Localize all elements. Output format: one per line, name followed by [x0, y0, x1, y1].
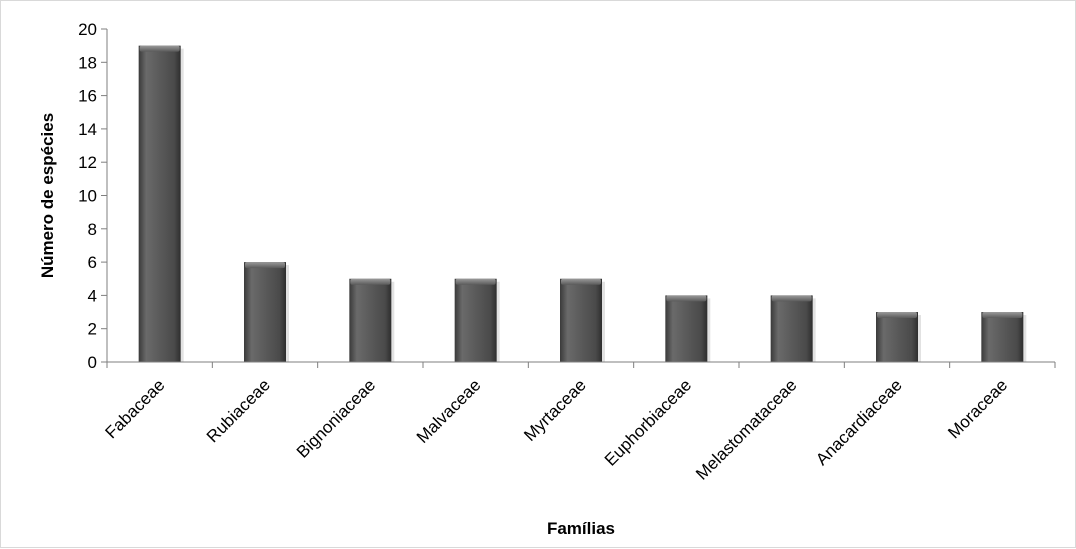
- y-tick-label: 2: [88, 320, 97, 339]
- bar: [138, 45, 181, 363]
- bar: [665, 295, 708, 362]
- bar-cap: [877, 312, 917, 319]
- bar-cap: [666, 295, 707, 302]
- x-tick-label: Rubiaceae: [203, 375, 274, 446]
- y-tick-label: 4: [88, 286, 97, 305]
- y-tick-label: 16: [78, 87, 97, 106]
- y-tick-label: 20: [78, 20, 97, 39]
- x-axis-title: Famílias: [547, 519, 615, 538]
- x-tick-label: Myrtaceae: [520, 375, 590, 445]
- bar-cap: [561, 278, 601, 285]
- y-tick-label: 8: [88, 220, 97, 239]
- bar: [770, 295, 813, 362]
- bar: [560, 278, 602, 362]
- y-tick-label: 12: [78, 153, 97, 172]
- bar: [454, 278, 497, 362]
- x-tick-label: Bignoniaceae: [293, 375, 379, 461]
- bar: [244, 262, 286, 362]
- bar: [876, 312, 918, 362]
- bar: [349, 278, 392, 362]
- y-tick-label: 10: [78, 187, 97, 206]
- x-tick-label: Anacardiaceae: [812, 375, 906, 469]
- bar-cap: [982, 312, 1023, 319]
- x-tick-label: Fabaceae: [102, 375, 169, 442]
- y-tick-label: 6: [88, 253, 97, 272]
- bar-cap: [771, 295, 812, 302]
- bar-cap: [455, 278, 496, 285]
- bar: [981, 312, 1024, 362]
- y-tick-label: 14: [78, 120, 97, 139]
- x-tick-label: Melastomataceae: [692, 375, 800, 483]
- x-tick-label: Malvaceae: [413, 375, 485, 447]
- x-tick-label: Moraceae: [944, 375, 1011, 442]
- bar-cap: [139, 45, 180, 52]
- y-tick-label: 0: [88, 353, 97, 372]
- bar-cap: [350, 278, 391, 285]
- y-axis-title: Número de espécies: [38, 113, 57, 278]
- bar-cap: [245, 262, 285, 269]
- x-tick-label: Euphorbiaceae: [601, 375, 695, 469]
- y-tick-label: 18: [78, 53, 97, 72]
